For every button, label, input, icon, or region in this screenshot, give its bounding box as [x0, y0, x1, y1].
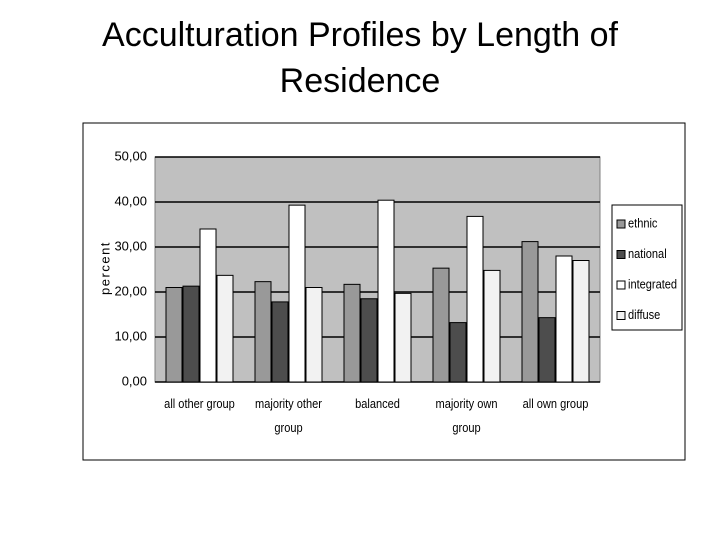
bar: [483, 269, 501, 383]
y-tick-label: 20,00: [114, 283, 147, 298]
y-tick-label: 0,00: [122, 373, 147, 388]
legend-swatch: [616, 219, 626, 229]
legend-label: integrated: [628, 277, 677, 292]
bar: [216, 274, 234, 383]
y-axis-title: percent: [97, 241, 112, 295]
bar: [199, 228, 217, 383]
x-tick-label: majority own group: [435, 396, 498, 435]
x-tick-label: balanced: [355, 396, 400, 411]
legend-swatch: [616, 250, 626, 259]
x-tick-label: majority other group: [255, 396, 322, 435]
chart-title: Acculturation Profiles by Length of Resi…: [102, 16, 618, 100]
y-tick-label: 50,00: [114, 148, 147, 163]
y-tick-label: 30,00: [114, 238, 147, 253]
legend-label: diffuse: [628, 307, 661, 322]
bar: [572, 260, 590, 383]
legend-swatch: [616, 311, 626, 320]
legend-label: national: [628, 246, 667, 261]
bar: [538, 317, 556, 383]
y-tick-label: 40,00: [114, 193, 147, 208]
legend-label: ethnic: [628, 216, 657, 231]
bar: [377, 199, 395, 383]
legend-swatch: [616, 280, 626, 290]
bar: [394, 292, 412, 383]
bar: [343, 283, 361, 383]
bar: [521, 241, 539, 383]
bar: [182, 285, 200, 383]
bar: [449, 322, 467, 383]
bar: [432, 267, 450, 383]
bar: [165, 287, 183, 383]
bar: [466, 215, 484, 383]
bar: [271, 301, 289, 383]
bar: [254, 281, 272, 383]
bar: [288, 204, 306, 383]
x-tick-label: all own group: [522, 396, 589, 411]
bar: [555, 255, 573, 383]
bar: [360, 298, 378, 383]
bar: [305, 287, 323, 383]
y-tick-label: 10,00: [114, 328, 147, 343]
x-tick-label: all other group: [164, 396, 235, 411]
